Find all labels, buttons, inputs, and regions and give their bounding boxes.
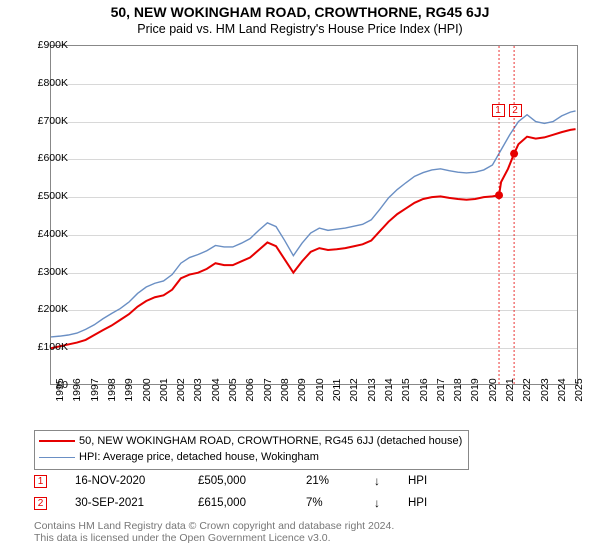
x-axis-label: 2016 xyxy=(418,378,430,401)
x-axis-label: 2025 xyxy=(573,378,585,401)
x-axis-label: 1995 xyxy=(54,378,66,401)
chart-marker: 1 xyxy=(492,104,505,117)
y-axis-label: £700K xyxy=(18,115,68,127)
y-axis-label: £400K xyxy=(18,228,68,240)
price-chart: 12 xyxy=(50,45,578,385)
footer: Contains HM Land Registry data © Crown c… xyxy=(34,520,394,544)
y-axis-label: £900K xyxy=(18,39,68,51)
legend-item: HPI: Average price, detached house, Woki… xyxy=(39,449,462,465)
y-axis-label: £600K xyxy=(18,152,68,164)
table-row: 2 30-SEP-2021 £615,000 7% ↓ HPI xyxy=(34,492,427,514)
sale-pct: 21% xyxy=(306,475,346,487)
down-arrow-icon: ↓ xyxy=(374,474,380,488)
legend-label: 50, NEW WOKINGHAM ROAD, CROWTHORNE, RG45… xyxy=(79,435,462,447)
x-axis-label: 2003 xyxy=(192,378,204,401)
x-axis-label: 2011 xyxy=(331,379,343,402)
sales-table: 1 16-NOV-2020 £505,000 21% ↓ HPI 2 30-SE… xyxy=(34,470,427,514)
x-axis-label: 2020 xyxy=(487,378,499,401)
sale-price: £615,000 xyxy=(198,497,278,509)
x-axis-label: 2001 xyxy=(158,378,170,401)
chart-svg xyxy=(51,46,577,384)
x-axis-label: 2002 xyxy=(175,378,187,401)
x-axis-label: 1997 xyxy=(89,378,101,401)
sale-ref: HPI xyxy=(408,497,427,509)
footer-line: This data is licensed under the Open Gov… xyxy=(34,532,394,544)
x-axis-label: 2012 xyxy=(348,378,360,401)
x-axis-label: 2007 xyxy=(262,378,274,401)
footer-line: Contains HM Land Registry data © Crown c… xyxy=(34,520,394,532)
x-axis-label: 2009 xyxy=(296,378,308,401)
y-axis-label: £300K xyxy=(18,266,68,278)
x-axis-label: 2015 xyxy=(400,378,412,401)
x-axis-label: 2005 xyxy=(227,378,239,401)
x-axis-label: 1999 xyxy=(123,378,135,401)
sale-ref: HPI xyxy=(408,475,427,487)
x-axis-label: 1998 xyxy=(106,378,118,401)
legend-label: HPI: Average price, detached house, Woki… xyxy=(79,451,319,463)
y-axis-label: £800K xyxy=(18,77,68,89)
x-axis-label: 2014 xyxy=(383,378,395,401)
x-axis-label: 2000 xyxy=(141,378,153,401)
down-arrow-icon: ↓ xyxy=(374,496,380,510)
page-title: 50, NEW WOKINGHAM ROAD, CROWTHORNE, RG45… xyxy=(0,0,600,20)
y-axis-label: £500K xyxy=(18,190,68,202)
x-axis-label: 2021 xyxy=(504,378,516,401)
legend: 50, NEW WOKINGHAM ROAD, CROWTHORNE, RG45… xyxy=(34,430,469,470)
x-axis-label: 2018 xyxy=(452,378,464,401)
x-axis-label: 2017 xyxy=(435,378,447,401)
legend-item: 50, NEW WOKINGHAM ROAD, CROWTHORNE, RG45… xyxy=(39,433,462,449)
sale-date: 30-SEP-2021 xyxy=(75,497,170,509)
x-axis-label: 2010 xyxy=(314,378,326,401)
page-subtitle: Price paid vs. HM Land Registry's House … xyxy=(0,20,600,36)
x-axis-label: 2022 xyxy=(521,378,533,401)
y-axis-label: £100K xyxy=(18,341,68,353)
table-row: 1 16-NOV-2020 £505,000 21% ↓ HPI xyxy=(34,470,427,492)
sale-price: £505,000 xyxy=(198,475,278,487)
x-axis-label: 2024 xyxy=(556,378,568,401)
x-axis-label: 2004 xyxy=(210,378,222,401)
x-axis-label: 2019 xyxy=(469,378,481,401)
sale-date: 16-NOV-2020 xyxy=(75,475,170,487)
sale-marker: 2 xyxy=(34,497,47,510)
chart-marker: 2 xyxy=(509,104,522,117)
sale-marker: 1 xyxy=(34,475,47,488)
x-axis-label: 2013 xyxy=(366,378,378,401)
y-axis-label: £200K xyxy=(18,303,68,315)
x-axis-label: 1996 xyxy=(71,378,83,401)
sale-pct: 7% xyxy=(306,497,346,509)
x-axis-label: 2006 xyxy=(244,378,256,401)
x-axis-label: 2008 xyxy=(279,378,291,401)
x-axis-label: 2023 xyxy=(539,378,551,401)
